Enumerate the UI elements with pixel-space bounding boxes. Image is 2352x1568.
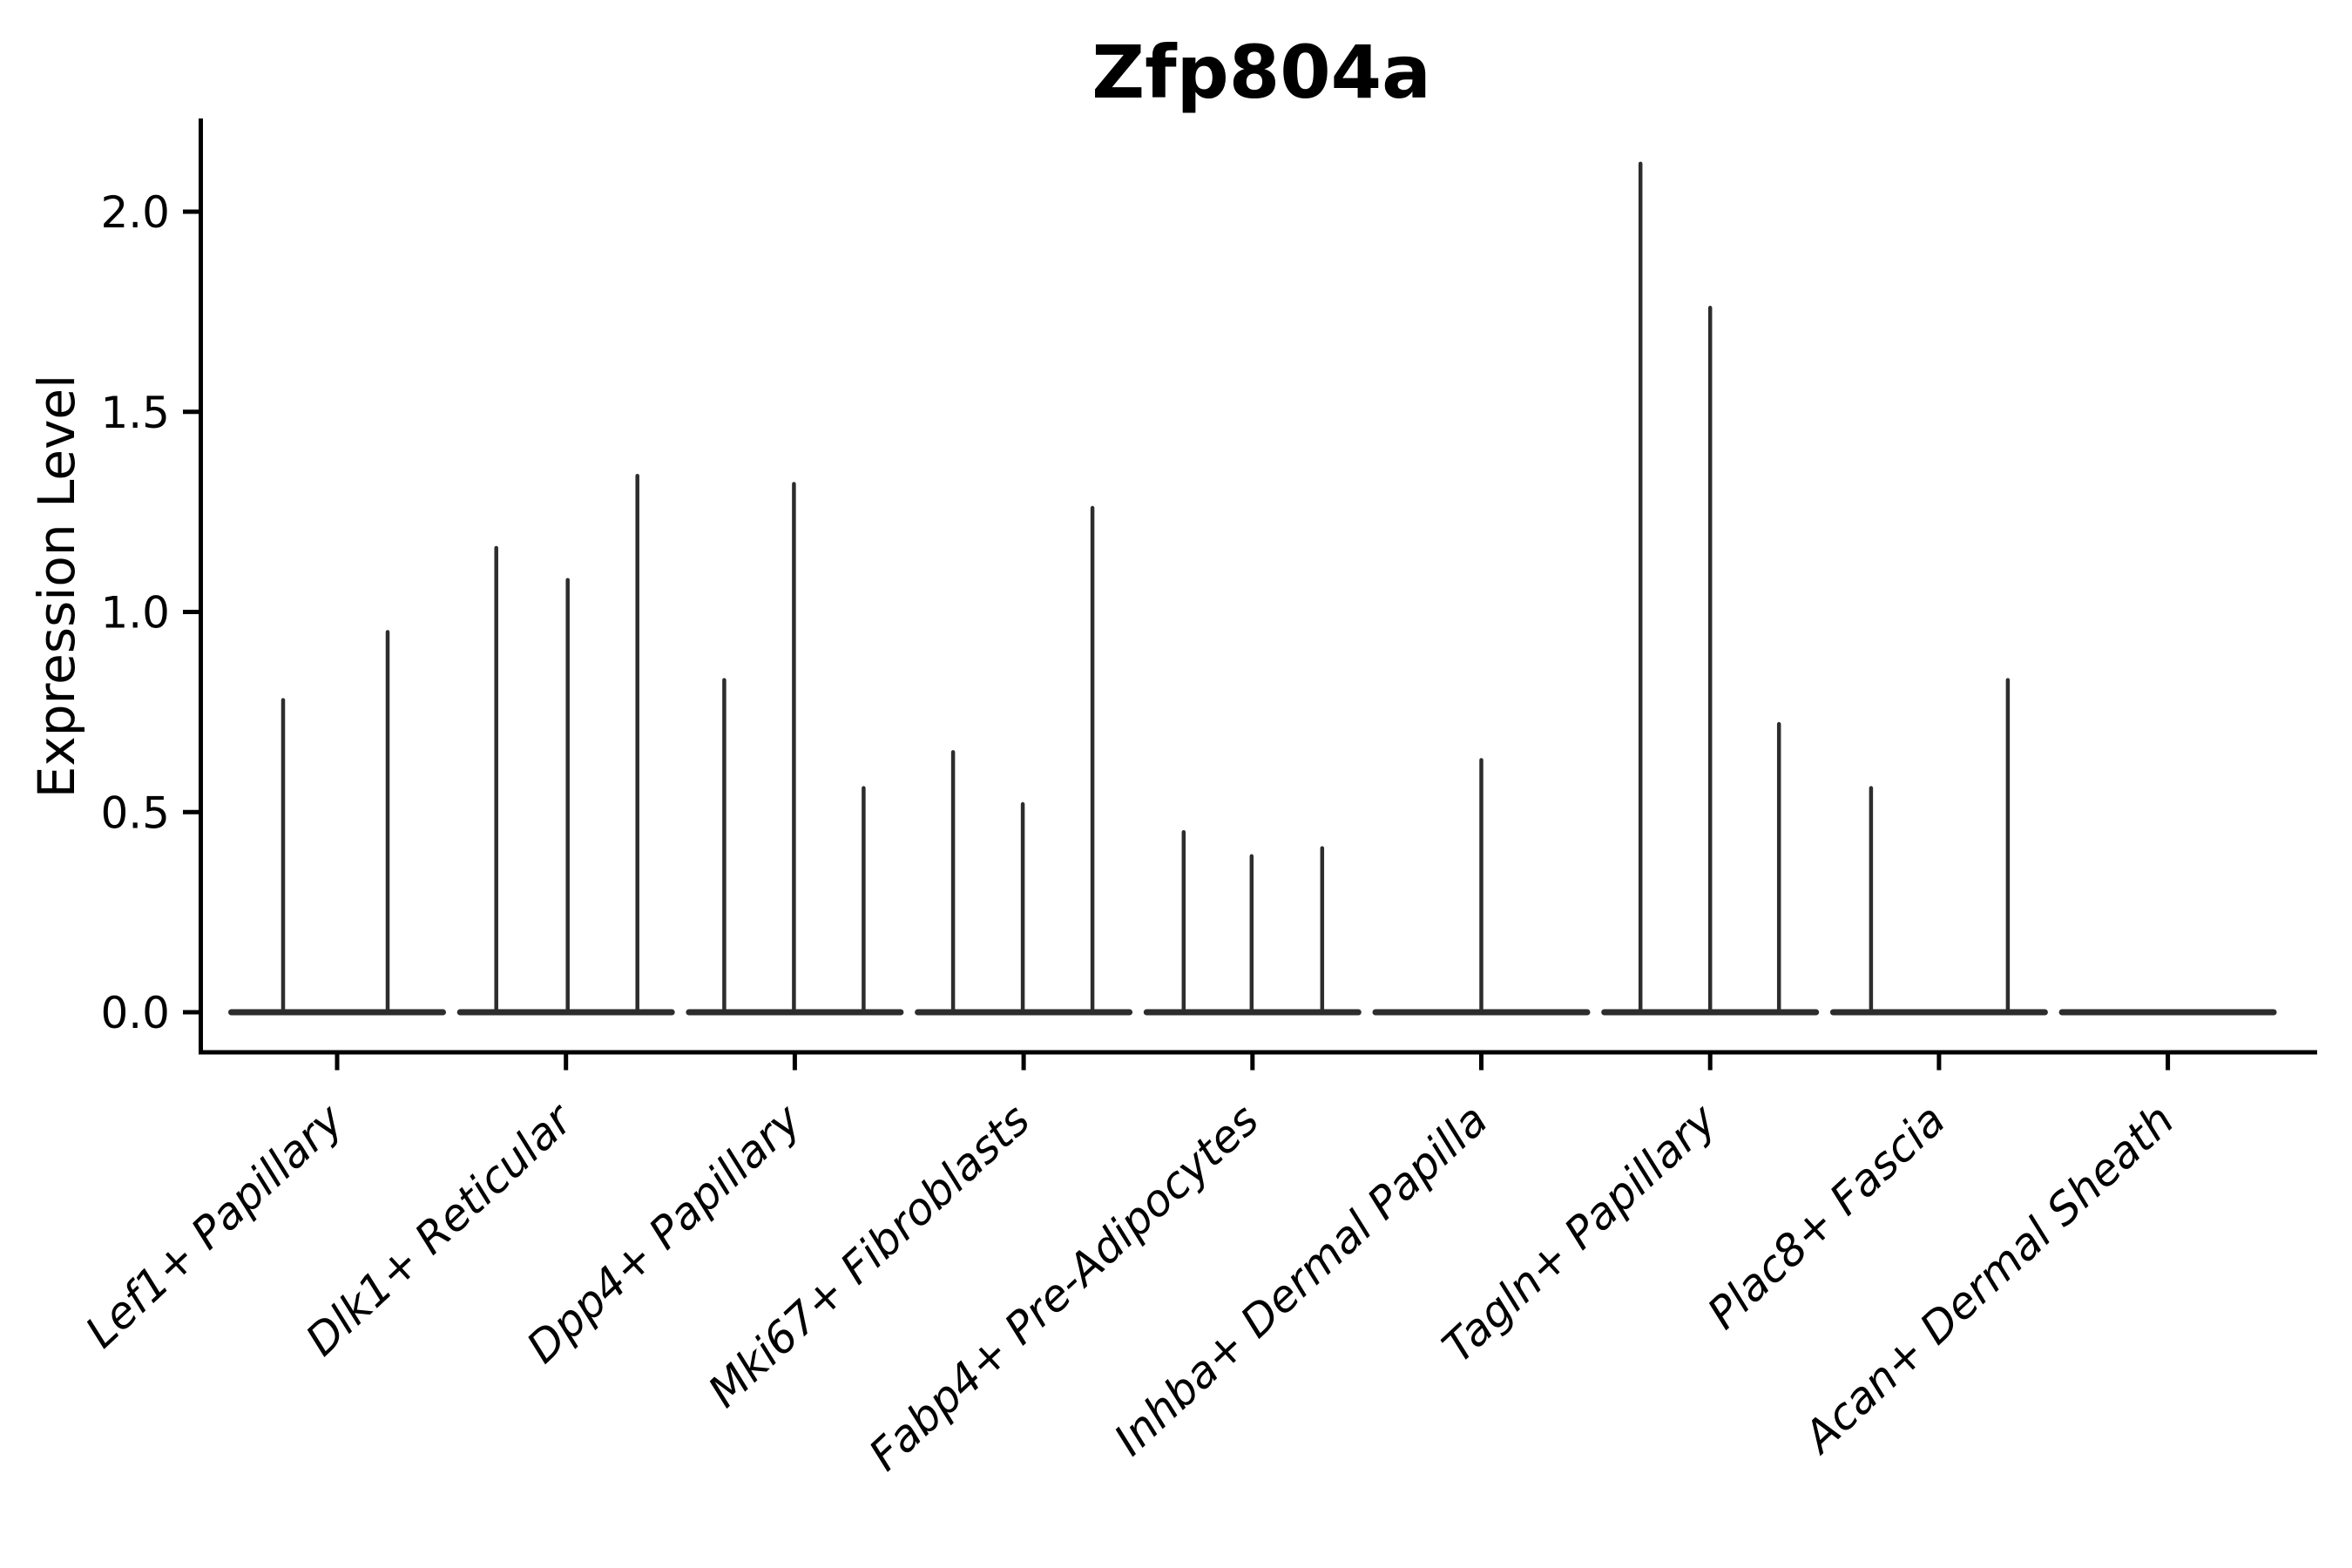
y-tick-label: 1.0 — [100, 588, 170, 639]
y-tick-label: 0.0 — [100, 988, 170, 1038]
x-tick-label: Acan+ Dermal Sheath — [1793, 1094, 2184, 1463]
y-axis-label: Expression Level — [27, 375, 86, 798]
y-tick-label: 1.5 — [100, 388, 170, 438]
violin-layer — [228, 161, 2277, 1016]
y-tick-label: 2.0 — [100, 187, 170, 238]
x-tick-label: Inhba+ Dermal Papilla — [1105, 1094, 1497, 1465]
y-tick-label: 0.5 — [100, 787, 170, 838]
x-tick-label: Fabp4+ Pre-Adipocytes — [860, 1094, 1268, 1480]
x-tick-label: Plac8+ Fascia — [1698, 1094, 1955, 1339]
axis-layer — [183, 118, 2317, 1071]
chart-title: Zfp804a — [1092, 30, 1431, 115]
